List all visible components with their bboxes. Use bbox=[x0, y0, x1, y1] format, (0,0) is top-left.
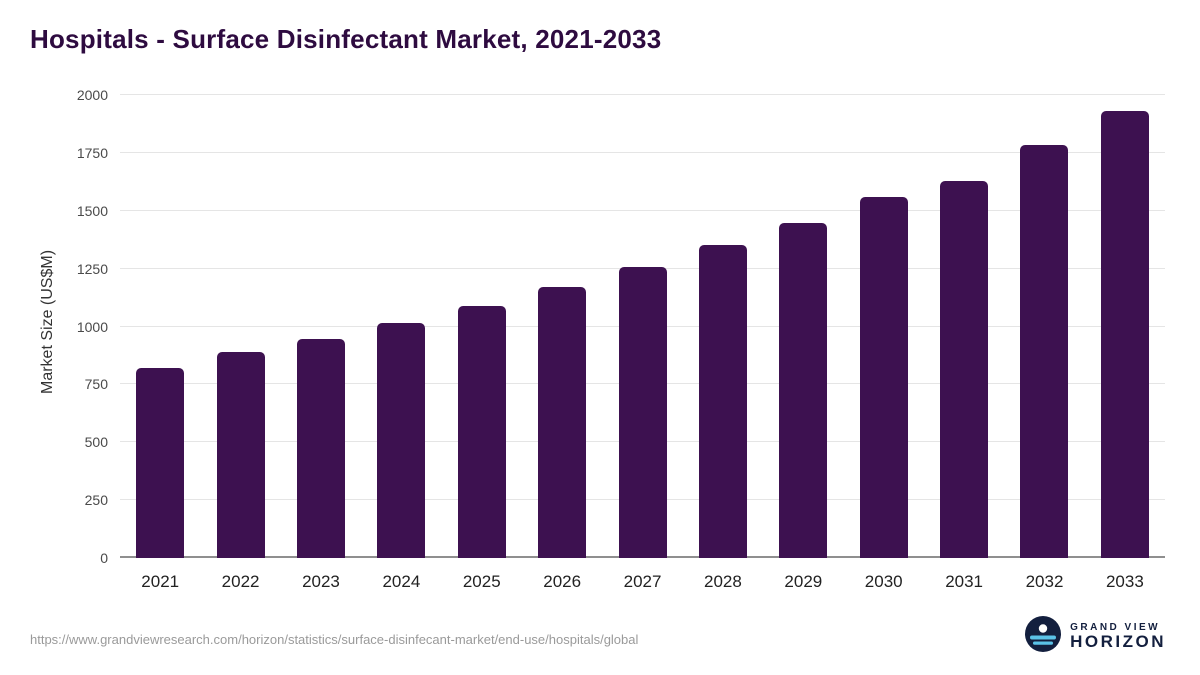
bar-slot bbox=[120, 95, 200, 558]
y-tick-label: 1500 bbox=[76, 202, 108, 219]
bar-2027 bbox=[618, 267, 667, 558]
x-tick-label: 2024 bbox=[382, 572, 421, 591]
y-tick-label: 1000 bbox=[76, 318, 108, 335]
bar-2021 bbox=[136, 368, 185, 558]
chart-title: Hospitals - Surface Disinfectant Market,… bbox=[30, 24, 662, 54]
source-url: https://www.grandviewresearch.com/horizo… bbox=[30, 632, 639, 647]
y-axis-ticks: 0 250 500 750 1000 1250 1500 1750 2000 bbox=[0, 87, 108, 566]
horizon-circle-icon bbox=[1025, 616, 1062, 657]
y-tick-label: 1750 bbox=[76, 144, 108, 161]
x-tick-label: 2033 bbox=[1105, 572, 1144, 591]
bar-slot bbox=[522, 95, 602, 558]
y-tick-label: 750 bbox=[84, 376, 108, 393]
x-tick-label: 2032 bbox=[1025, 572, 1064, 591]
bars bbox=[120, 95, 1165, 558]
bar-slot bbox=[361, 95, 441, 558]
x-tick-label: 2029 bbox=[784, 572, 823, 591]
x-axis-labels: 2021 2022 2023 2024 2025 2026 2027 2028 2029 2030… bbox=[120, 572, 1165, 592]
brand-line-1: GRAND VIEW bbox=[1070, 621, 1161, 633]
bar-2031 bbox=[940, 180, 989, 558]
x-tick-label: 2026 bbox=[543, 572, 582, 591]
bar-slot bbox=[683, 95, 763, 558]
bar-2024 bbox=[377, 323, 426, 558]
y-tick-label: 0 bbox=[100, 550, 108, 566]
bar-2033 bbox=[1100, 111, 1149, 558]
y-tick-label: 2000 bbox=[76, 87, 108, 103]
y-tick-label: 1250 bbox=[76, 260, 108, 277]
brand-logo: GRAND VIEW HORIZON bbox=[1025, 616, 1166, 657]
bar-2025 bbox=[457, 305, 506, 558]
bar-slot bbox=[200, 95, 280, 558]
x-tick-label: 2031 bbox=[945, 572, 984, 591]
bar-2023 bbox=[296, 339, 345, 558]
bar-2030 bbox=[859, 196, 908, 558]
gridline bbox=[120, 151, 1165, 153]
bar-slot bbox=[763, 95, 843, 558]
x-tick-label: 2023 bbox=[302, 572, 340, 591]
bar-slot bbox=[1085, 95, 1165, 558]
bar-2026 bbox=[538, 287, 587, 558]
bar-slot bbox=[281, 95, 361, 558]
bar-2029 bbox=[779, 223, 828, 558]
bar-slot bbox=[844, 95, 924, 558]
y-tick-label: 250 bbox=[84, 492, 108, 509]
x-tick-label: 2022 bbox=[221, 572, 260, 591]
x-tick-label: 2025 bbox=[462, 572, 501, 591]
x-tick-label: 2027 bbox=[623, 572, 662, 591]
bar-2022 bbox=[216, 351, 265, 558]
bar-slot bbox=[442, 95, 522, 558]
x-tick-label: 2021 bbox=[141, 572, 180, 591]
y-tick-label: 500 bbox=[84, 434, 108, 451]
x-tick-label: 2028 bbox=[704, 572, 742, 591]
gridline bbox=[120, 94, 1165, 95]
bar-2028 bbox=[698, 245, 747, 558]
brand-line-2: HORIZON bbox=[1070, 631, 1166, 651]
x-tick-label: 2030 bbox=[864, 572, 903, 591]
bar-slot bbox=[602, 95, 682, 558]
bar-slot bbox=[1004, 95, 1084, 558]
brand-text: GRAND VIEW HORIZON bbox=[1070, 622, 1166, 652]
bar-slot bbox=[924, 95, 1004, 558]
gridline bbox=[120, 209, 1165, 211]
plot-area bbox=[120, 94, 1165, 558]
bar-2032 bbox=[1020, 144, 1069, 558]
